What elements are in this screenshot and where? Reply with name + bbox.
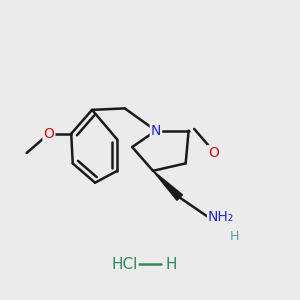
Text: H: H	[230, 230, 239, 243]
Text: H: H	[230, 230, 239, 243]
Text: NH₂: NH₂	[208, 210, 234, 224]
Text: O: O	[208, 146, 219, 160]
Text: O: O	[44, 127, 54, 141]
Text: HCl: HCl	[112, 257, 138, 272]
Text: N: N	[151, 124, 161, 138]
Polygon shape	[153, 171, 182, 200]
Text: H: H	[165, 257, 177, 272]
